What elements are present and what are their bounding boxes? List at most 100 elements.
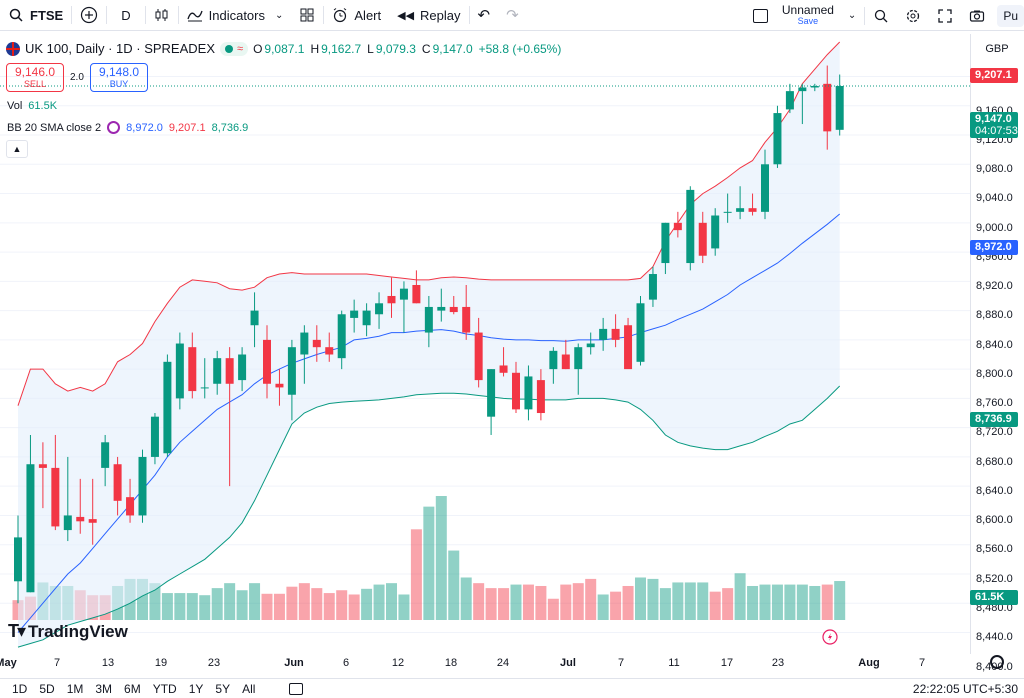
range-button-1y[interactable]: 1Y	[188, 681, 204, 696]
candle-body	[536, 380, 545, 414]
chevron-up-icon: ▲	[12, 144, 22, 154]
time-tick: Jul	[560, 657, 576, 669]
interval-button[interactable]: D	[107, 0, 144, 31]
range-button-5y[interactable]: 5Y	[215, 681, 231, 696]
chart-settings-icon[interactable]	[990, 655, 1004, 669]
range-button-5d[interactable]: 5D	[39, 681, 55, 696]
candle-body	[698, 222, 707, 256]
range-button-3m[interactable]: 3M	[95, 681, 113, 696]
symbol-search[interactable]: FTSE	[0, 0, 71, 31]
volume-bar	[659, 588, 671, 620]
candle-body	[150, 416, 159, 457]
symbol-label: FTSE	[30, 7, 64, 23]
time-axis[interactable]	[0, 654, 970, 674]
price-tick: 8,640.0	[976, 484, 1013, 497]
volume-bar	[448, 550, 460, 620]
undo-button[interactable]: ↶	[470, 0, 499, 31]
time-tick: 23	[207, 657, 221, 669]
layout-menu-button[interactable]: ⌄	[840, 0, 864, 31]
volume-bar	[597, 594, 609, 620]
currency-label[interactable]: GBP	[985, 43, 1009, 55]
alert-button[interactable]: Alert	[324, 0, 389, 31]
candlesticks	[14, 65, 844, 604]
range-button-ytd[interactable]: YTD	[152, 681, 177, 696]
candle-body	[113, 464, 122, 501]
layout-toggle[interactable]	[745, 0, 776, 31]
search-icon	[9, 8, 23, 22]
sell-label: SELL	[23, 78, 47, 89]
clock[interactable]: 22:22:05 UTC+5:30	[912, 682, 1018, 696]
candle-body	[424, 306, 433, 333]
range-button-1d[interactable]: 1D	[12, 681, 28, 696]
candle-body	[449, 306, 458, 313]
candle-body	[686, 189, 695, 264]
redo-icon: ↷	[506, 7, 519, 24]
layout-name[interactable]: Unnamed Save	[776, 2, 840, 27]
volume-bar	[273, 593, 285, 620]
indicators-button[interactable]: Indicators ⌄	[179, 0, 292, 31]
bottom-toolbar: 1D 5D 1M 3M 6M YTD 1Y 5Y All 22:22:05 UTC+5:30	[0, 678, 1024, 698]
legend-collapse-button[interactable]: ▲	[6, 140, 28, 158]
fullscreen-button[interactable]	[929, 0, 961, 31]
price-tick: 9,040.0	[976, 192, 1013, 205]
settings-button[interactable]	[897, 0, 929, 31]
bollinger-basis-value: 8,972.0	[126, 121, 163, 134]
tradingview-logo[interactable]: T▾ TradingView	[8, 621, 128, 642]
replay-button[interactable]: ◀◀ Replay	[389, 0, 468, 31]
candle-body	[387, 295, 396, 304]
volume-bar	[199, 595, 211, 620]
candle-body	[275, 383, 284, 388]
range-button-6m[interactable]: 6M	[124, 681, 141, 696]
high-value: 9,162.7	[321, 41, 362, 56]
market-status[interactable]: ≈	[220, 41, 249, 56]
last-price-label: 9,147.0 04:07:53	[970, 112, 1018, 138]
layout-name-label: Unnamed	[781, 2, 834, 17]
volume-legend[interactable]: Vol 61.5K	[7, 100, 57, 112]
publish-button[interactable]: Pu	[997, 4, 1024, 27]
candle-body	[574, 347, 583, 370]
lightning-icon[interactable]	[822, 629, 838, 645]
price-tick: 8,440.0	[976, 631, 1013, 644]
chart-type-button[interactable]	[146, 0, 178, 31]
candle-body	[835, 86, 844, 130]
candle-body	[437, 306, 446, 311]
price-chart[interactable]	[0, 0, 970, 654]
redo-button[interactable]: ↷	[498, 0, 527, 31]
range-button-1m[interactable]: 1M	[66, 681, 84, 696]
quick-search-button[interactable]	[865, 0, 897, 31]
candle-body	[761, 164, 769, 212]
volume-bar	[460, 577, 472, 620]
divider	[144, 6, 146, 24]
range-button-all[interactable]: All	[242, 681, 256, 696]
buy-price: 9,148.0	[98, 64, 140, 79]
time-tick: Aug	[858, 657, 880, 669]
bar-countdown: 04:07:53	[975, 125, 1018, 137]
candle-body	[26, 464, 35, 593]
snapshot-button[interactable]	[961, 0, 993, 31]
volume-bar	[572, 583, 584, 620]
volume-bar	[560, 584, 572, 620]
compare-button[interactable]	[72, 0, 106, 31]
candle-body	[599, 328, 608, 340]
templates-button[interactable]	[291, 0, 323, 31]
buy-button[interactable]: 9,148.0 BUY	[90, 63, 148, 92]
divider	[864, 6, 866, 25]
sell-button[interactable]: 9,146.0 SELL	[6, 63, 64, 92]
candle-body	[711, 215, 720, 249]
bollinger-upper-label: 9,207.1	[970, 68, 1018, 84]
ohlc-values: O 9,087.1 H 9,162.7 L 9,079.3 C 9,147.0 +58.…	[253, 42, 561, 56]
save-label: Save	[797, 15, 819, 26]
candle-body	[810, 86, 819, 88]
candle-body	[561, 354, 570, 370]
candle-body	[51, 467, 60, 527]
volume-bar	[211, 588, 223, 620]
volume-bar	[697, 582, 709, 620]
instrument-title[interactable]: UK 100, Daily · 1D · SPREADEX	[25, 41, 216, 56]
volume-bar	[510, 584, 522, 620]
candle-body	[474, 332, 483, 381]
price-tick: 8,880.0	[976, 309, 1013, 322]
bollinger-legend[interactable]: BB 20 SMA close 2 8,972.0 9,207.1 8,736.…	[7, 121, 248, 134]
calendar-icon[interactable]	[289, 682, 304, 695]
indicators-label: Indicators	[208, 7, 265, 23]
candle-body	[14, 537, 22, 582]
